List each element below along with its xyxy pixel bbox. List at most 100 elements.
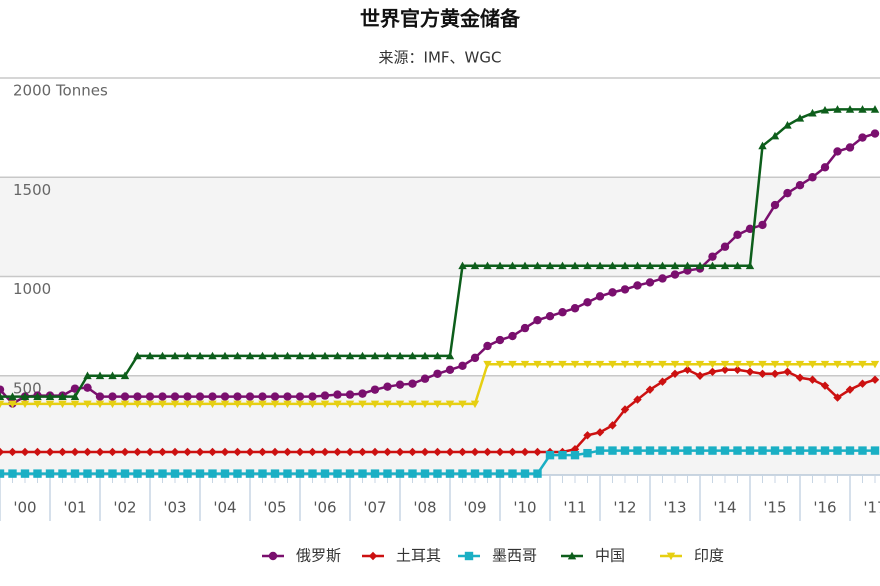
marker <box>433 400 442 409</box>
marker <box>145 392 155 401</box>
marker <box>808 108 817 117</box>
marker <box>270 392 280 401</box>
marker <box>333 351 342 360</box>
marker <box>183 392 192 401</box>
marker <box>520 447 530 457</box>
marker <box>608 421 617 430</box>
marker <box>70 392 80 400</box>
marker <box>95 371 105 380</box>
marker <box>645 385 655 394</box>
marker <box>720 261 730 270</box>
marker <box>0 447 5 457</box>
grid-band <box>0 177 880 277</box>
marker <box>845 360 855 369</box>
marker <box>258 392 267 401</box>
marker <box>845 446 855 455</box>
marker <box>245 392 255 401</box>
marker <box>345 400 355 409</box>
marker <box>258 447 267 457</box>
marker <box>495 469 505 478</box>
marker <box>470 400 480 409</box>
marker <box>308 469 317 478</box>
marker <box>170 351 180 360</box>
marker <box>95 469 105 478</box>
marker <box>820 360 830 369</box>
marker <box>858 446 867 455</box>
marker <box>320 351 330 360</box>
marker <box>858 133 867 142</box>
marker <box>658 446 667 455</box>
marker <box>720 242 730 251</box>
marker <box>195 392 205 401</box>
marker <box>708 261 717 270</box>
marker <box>220 392 230 401</box>
marker <box>368 551 378 561</box>
marker <box>245 447 255 457</box>
marker <box>158 400 167 409</box>
marker <box>695 371 705 380</box>
x-tick-label: '13 <box>663 499 686 517</box>
marker <box>133 351 142 360</box>
marker <box>70 447 80 457</box>
marker <box>695 360 705 369</box>
marker <box>633 395 642 404</box>
marker <box>0 400 5 409</box>
marker <box>358 389 367 398</box>
marker <box>120 371 130 380</box>
marker <box>545 312 555 321</box>
marker <box>395 351 405 360</box>
marker <box>20 400 30 409</box>
marker <box>120 469 130 478</box>
marker <box>33 400 42 409</box>
marker <box>758 446 767 455</box>
marker <box>308 400 317 409</box>
marker <box>658 274 667 283</box>
marker <box>458 361 467 371</box>
marker <box>195 400 205 409</box>
marker <box>183 469 192 478</box>
marker <box>558 261 567 270</box>
marker <box>183 351 192 360</box>
marker <box>708 446 717 455</box>
marker <box>795 446 805 455</box>
marker <box>870 446 880 455</box>
marker <box>0 385 5 394</box>
marker <box>108 469 117 478</box>
marker <box>770 360 780 369</box>
marker <box>420 351 430 360</box>
x-tick-label: '07 <box>363 499 386 517</box>
marker <box>258 400 267 409</box>
marker <box>645 360 655 369</box>
legend-label: 印度 <box>694 547 724 565</box>
legend-item: 印度 <box>660 547 724 565</box>
marker <box>783 446 792 455</box>
legend-label: 俄罗斯 <box>296 547 341 565</box>
marker <box>283 351 292 360</box>
marker <box>770 131 780 140</box>
marker <box>208 447 217 457</box>
marker <box>420 374 430 383</box>
marker <box>95 400 105 409</box>
marker <box>395 380 405 389</box>
marker <box>183 400 192 409</box>
marker <box>833 360 842 369</box>
marker <box>370 447 380 457</box>
marker <box>58 392 67 400</box>
marker <box>133 400 142 409</box>
marker <box>33 469 42 478</box>
marker <box>395 400 405 409</box>
marker <box>808 446 817 455</box>
x-tick-label: '03 <box>163 499 186 517</box>
marker <box>445 400 455 409</box>
marker <box>483 469 492 478</box>
marker <box>383 469 392 478</box>
marker <box>683 365 692 374</box>
marker <box>270 447 280 457</box>
marker <box>108 371 117 380</box>
marker <box>158 447 167 457</box>
marker <box>733 360 742 369</box>
marker <box>608 288 617 297</box>
x-tick-label: '08 <box>413 499 436 517</box>
marker <box>458 400 467 409</box>
marker <box>195 351 205 360</box>
